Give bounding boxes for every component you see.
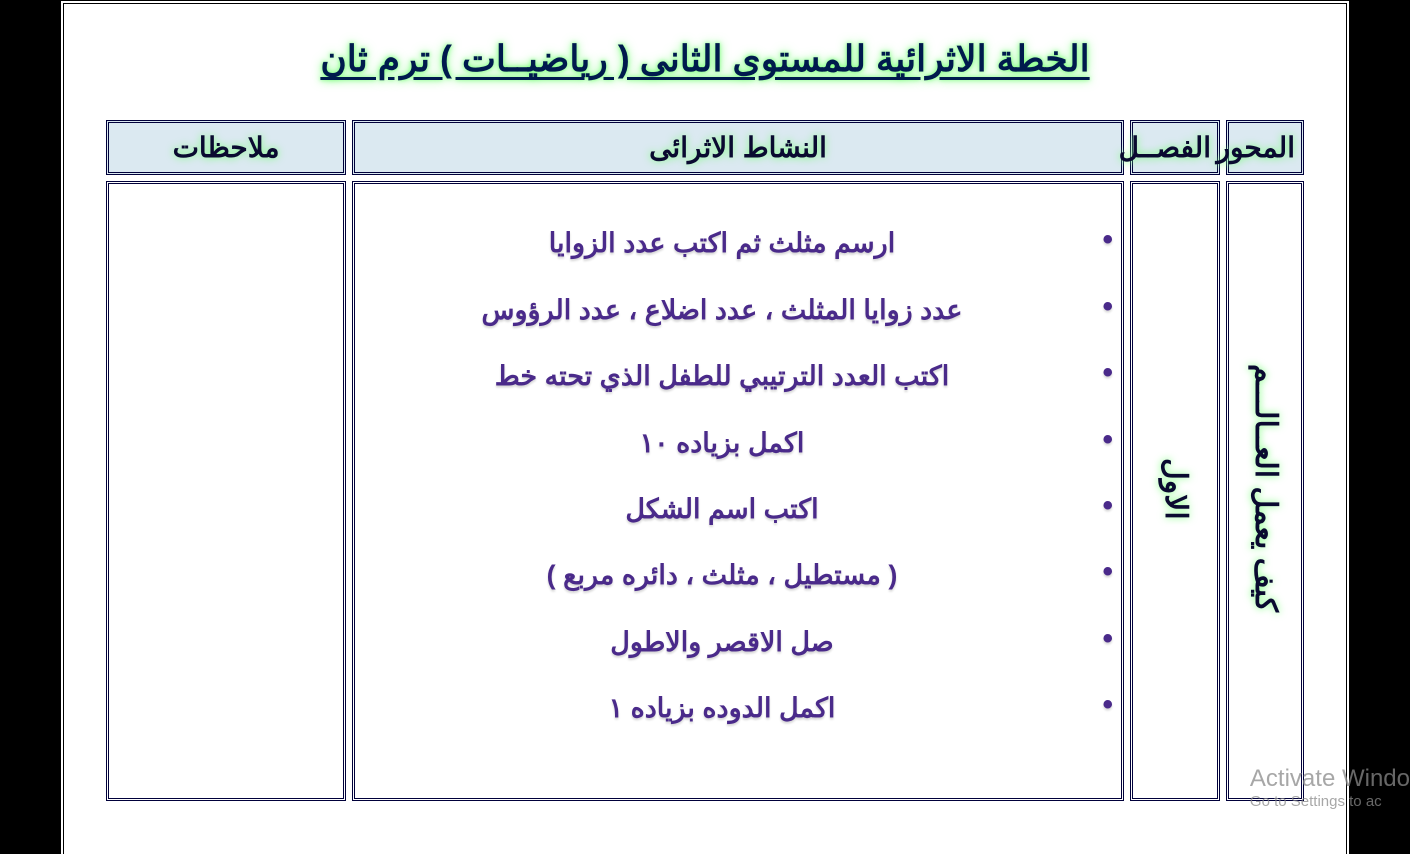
activity-item: اكمل الدوده بزياده ١ [363,690,1113,726]
activity-item: ارسم مثلث ثم اكتب عدد الزوايا [363,225,1113,261]
cell-axis: كيف يعمل العــالـــم [1226,181,1304,801]
activity-list: ارسم مثلث ثم اكتب عدد الزوايا عدد زوايا … [363,225,1113,727]
page-title: الخطة الاثرائية للمستوى الثانى ( رياضيــ… [100,38,1310,80]
cell-activities: ارسم مثلث ثم اكتب عدد الزوايا عدد زوايا … [352,181,1124,801]
table-row: كيف يعمل العــالـــم الاول ارسم مثلث ثم … [106,181,1304,801]
document-page: الخطة الاثرائية للمستوى الثانى ( رياضيــ… [60,0,1350,854]
header-axis: المحور [1226,120,1304,175]
axis-label: كيف يعمل العــالـــم [1241,364,1289,612]
header-activity: النشاط الاثرائى [352,120,1124,175]
cell-notes [106,181,346,801]
plan-table: المحور الفصــل النشاط الاثرائى ملاحظات ك… [100,114,1310,807]
table-header-row: المحور الفصــل النشاط الاثرائى ملاحظات [106,120,1304,175]
activity-item: اكمل بزياده ١٠ [363,425,1113,461]
cell-chapter: الاول [1130,181,1220,801]
activity-item: اكتب العدد الترتيبي للطفل الذي تحته خط [363,358,1113,394]
activity-item: صل الاقصر والاطول [363,624,1113,660]
activity-item: ( مستطيل ، مثلث ، دائره مربع ) [363,557,1113,593]
header-notes: ملاحظات [106,120,346,175]
activity-item: اكتب اسم الشكل [363,491,1113,527]
header-chapter: الفصــل [1130,120,1220,175]
chapter-label: الاول [1151,458,1199,520]
activity-item: عدد زوايا المثلث ، عدد اضلاع ، عدد الرؤو… [363,292,1113,328]
